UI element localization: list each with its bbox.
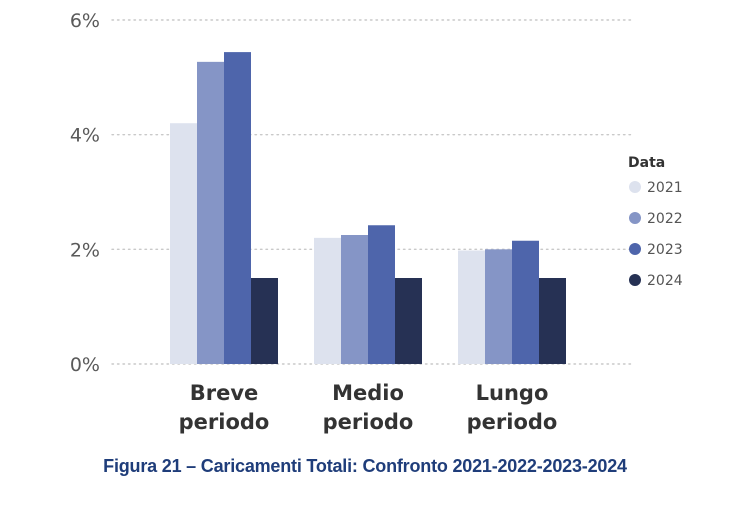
x-axis-categories: Breve periodo Medio periodo Lungo periodo [179, 381, 558, 434]
bar-2021 [458, 250, 485, 364]
legend-label: 2022 [647, 211, 683, 227]
y-tick-label: 2% [70, 239, 100, 261]
bar-2023 [368, 225, 395, 364]
y-tick-label: 6% [70, 10, 100, 32]
legend-label: 2021 [647, 180, 683, 196]
legend: Data 2021 2022 2023 2024 [628, 155, 683, 289]
legend-marker [629, 212, 641, 224]
x-category-label: Lungo periodo [467, 381, 558, 434]
bar-2023 [224, 52, 251, 365]
legend-title: Data [628, 155, 665, 171]
bar-2022 [485, 249, 512, 364]
bar-2023 [512, 240, 539, 364]
bar-2021 [170, 123, 197, 364]
bars [170, 52, 566, 365]
y-tick-label: 4% [70, 125, 100, 147]
legend-marker [629, 181, 641, 193]
y-axis-ticks: 0% 2% 4% 6% [70, 10, 100, 376]
legend-label: 2023 [647, 242, 683, 258]
bar-2021 [314, 237, 341, 364]
figure-caption: Figura 21 – Caricamenti Totali: Confront… [103, 456, 627, 476]
bar-2024 [395, 278, 422, 364]
legend-label: 2024 [647, 273, 683, 289]
bar-2022 [197, 61, 224, 364]
x-category-label: Medio periodo [323, 381, 414, 434]
x-category-label: Breve periodo [179, 381, 270, 434]
legend-marker [629, 243, 641, 255]
bar-2024 [251, 278, 278, 364]
bar-2024 [539, 278, 566, 364]
y-tick-label: 0% [70, 354, 100, 376]
bar-2022 [341, 235, 368, 364]
legend-marker [629, 274, 641, 286]
